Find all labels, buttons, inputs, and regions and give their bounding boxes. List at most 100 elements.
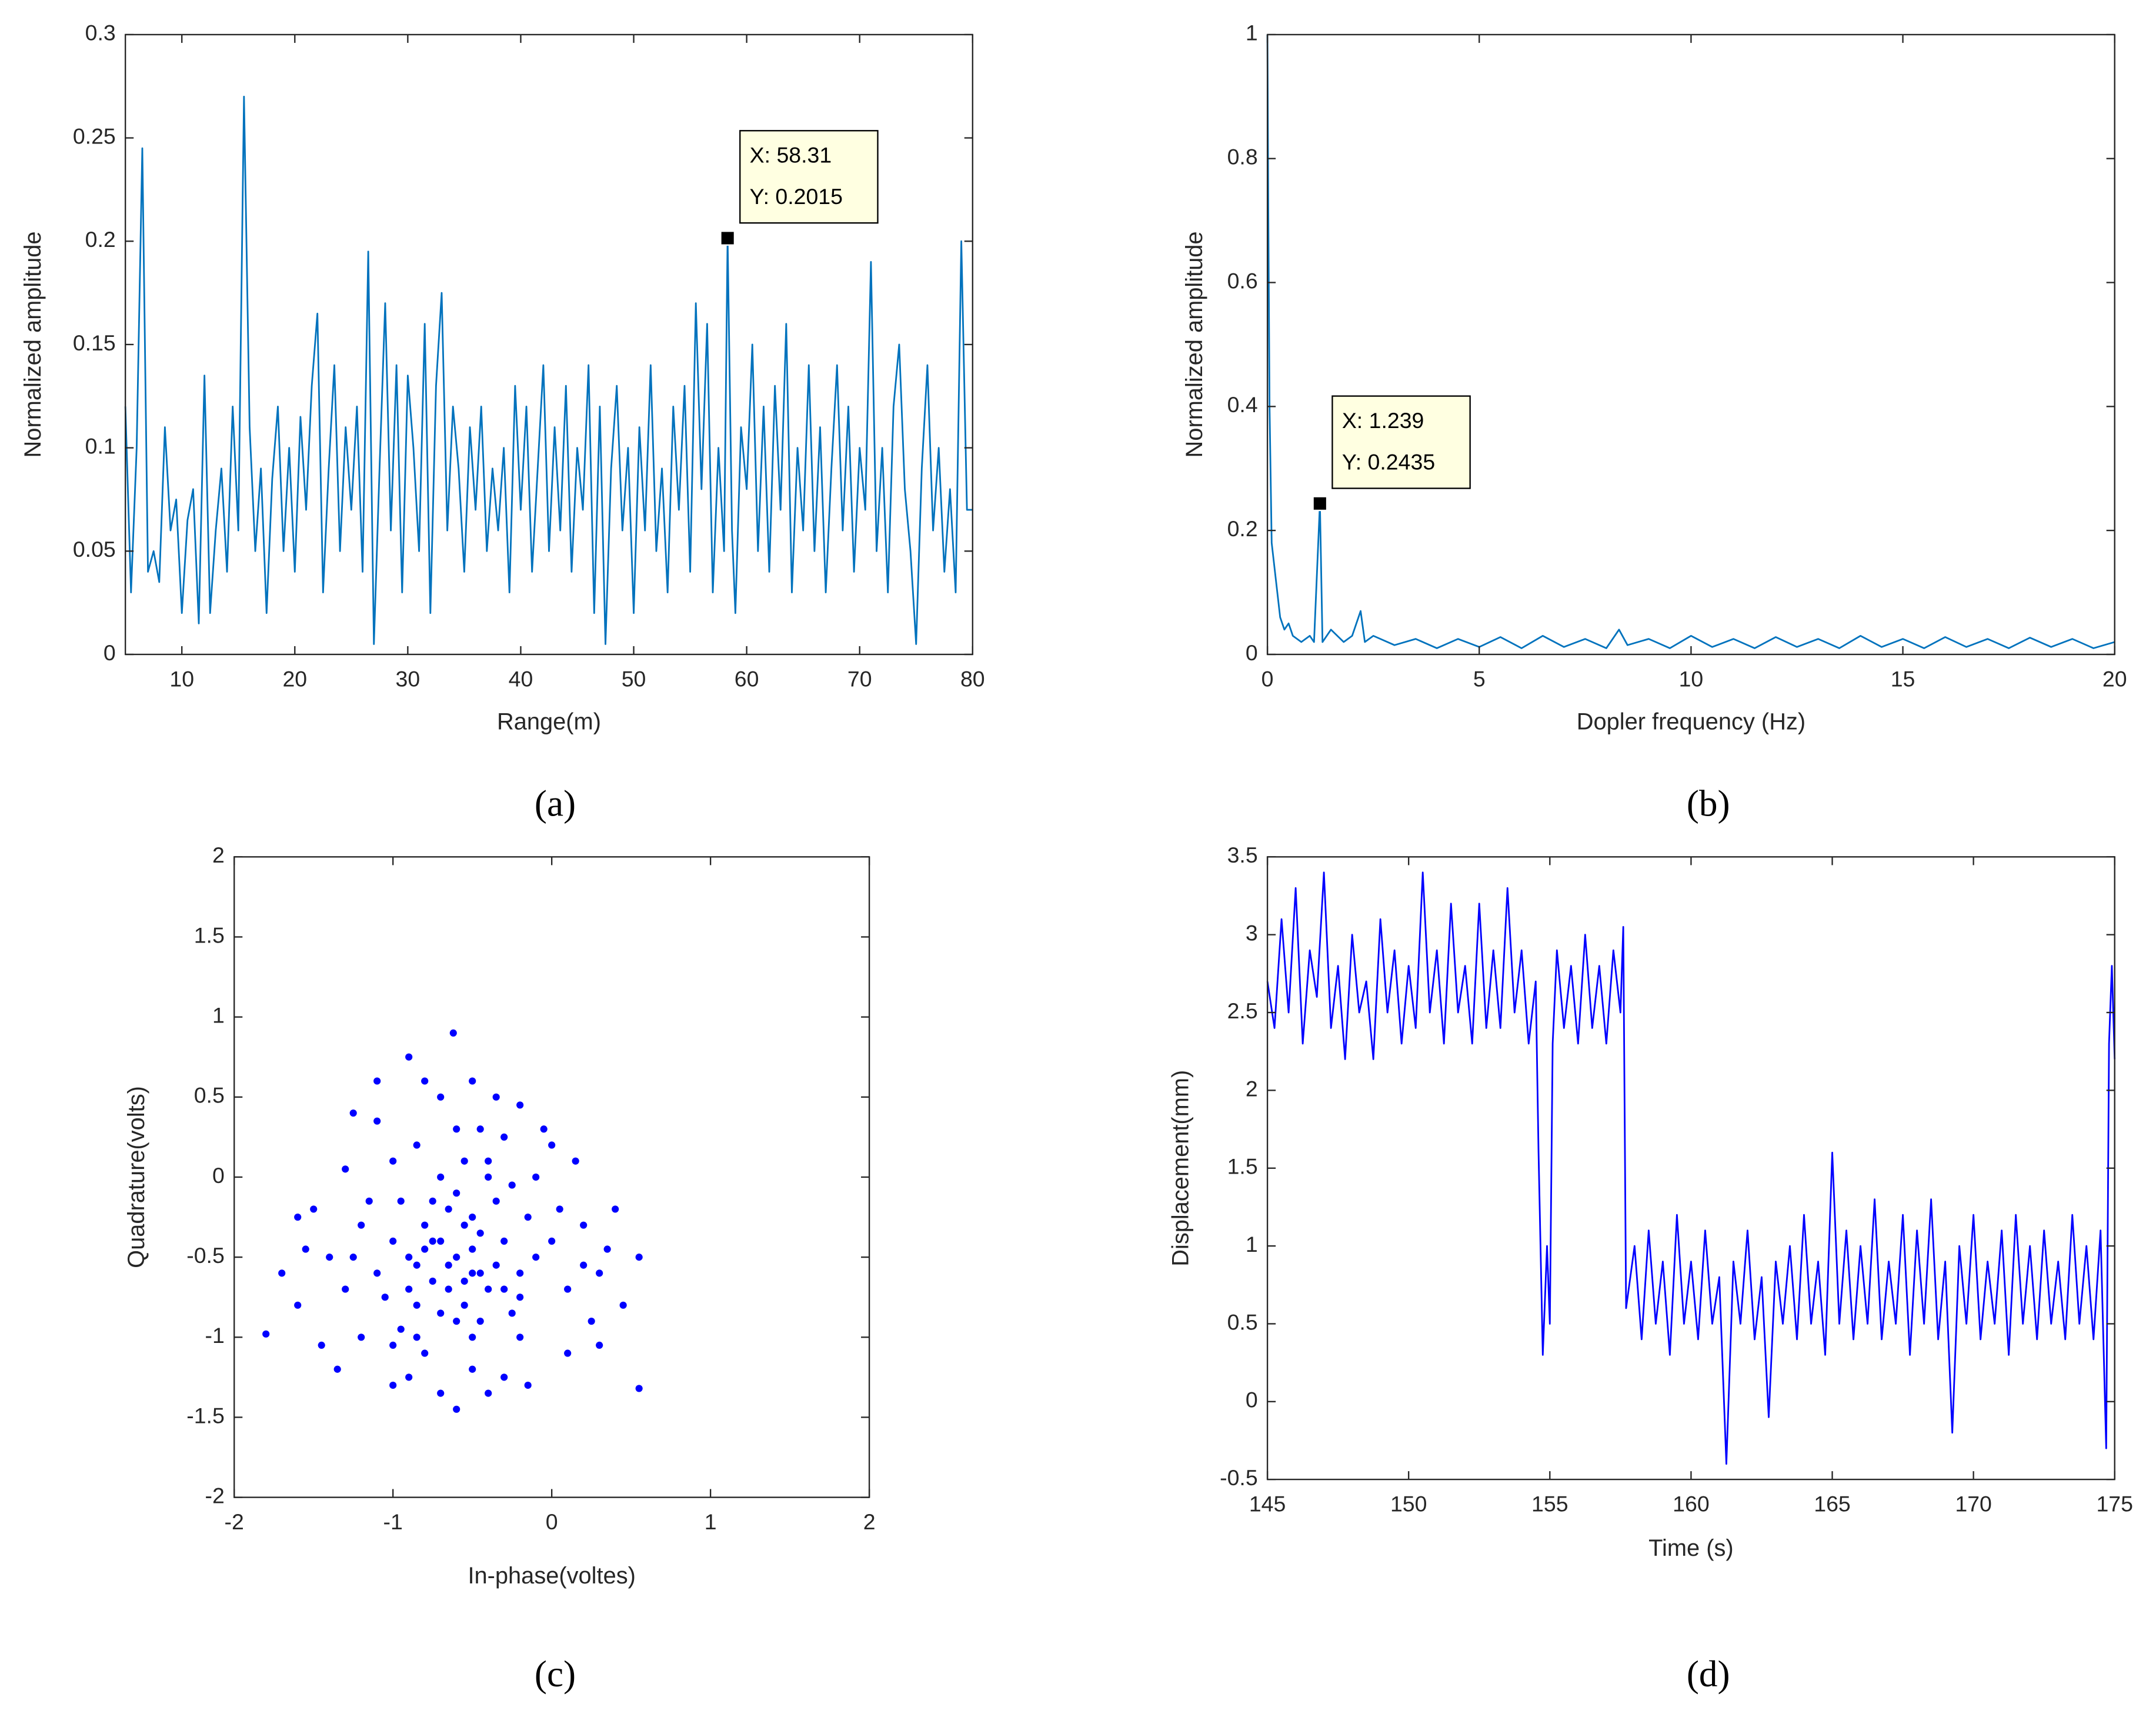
point	[326, 1254, 333, 1261]
point	[635, 1254, 643, 1261]
point	[342, 1165, 349, 1173]
point	[302, 1245, 309, 1253]
x-tick-label: 160	[1673, 1492, 1710, 1516]
point	[413, 1141, 420, 1149]
point	[508, 1181, 516, 1189]
point	[437, 1173, 445, 1181]
x-tick-label: 175	[2096, 1492, 2133, 1516]
point	[294, 1301, 302, 1309]
point	[413, 1301, 420, 1309]
point	[556, 1205, 563, 1213]
point	[453, 1317, 460, 1325]
point	[469, 1365, 476, 1373]
datatip-box	[1331, 395, 1471, 489]
point	[572, 1157, 579, 1165]
plot-area	[1267, 34, 2115, 654]
point	[492, 1093, 500, 1101]
point	[612, 1205, 619, 1213]
point	[516, 1101, 524, 1109]
point	[358, 1221, 365, 1229]
y-axis-label: Normalized amplitude	[20, 231, 46, 457]
point	[421, 1349, 429, 1357]
panel: -2 -1 0 1 2 -2 -1.5 -1 -0.5 0 0.5 1 1.5 2 In-phase(vol…	[124, 843, 876, 1695]
point	[596, 1341, 603, 1349]
point	[492, 1197, 500, 1205]
point	[469, 1077, 476, 1085]
x-tick-label: 155	[1531, 1492, 1568, 1516]
point	[532, 1254, 540, 1261]
point	[508, 1309, 516, 1317]
y-tick-label: 0.2	[85, 227, 116, 252]
y-tick-label: 0.6	[1227, 268, 1258, 293]
point	[460, 1301, 468, 1309]
x-tick-label: 70	[847, 666, 872, 691]
point	[635, 1385, 643, 1392]
point	[413, 1261, 420, 1269]
x-tick-label: 2	[863, 1509, 876, 1534]
point	[516, 1334, 524, 1341]
x-tick-label: 1	[705, 1509, 717, 1534]
point	[318, 1341, 325, 1349]
x-tick-label: 80	[960, 666, 985, 691]
y-tick-label: 1.5	[1227, 1154, 1258, 1179]
point	[389, 1237, 397, 1245]
point	[389, 1341, 397, 1349]
x-tick-label: 60	[735, 666, 759, 691]
caption: (c)	[535, 1653, 576, 1695]
point	[524, 1213, 532, 1221]
x-tick-label: 30	[396, 666, 420, 691]
point	[619, 1301, 627, 1309]
plot-area	[125, 34, 973, 654]
x-tick-label: 10	[169, 666, 194, 691]
y-tick-label: -1	[205, 1323, 224, 1348]
y-tick-label: 1	[1246, 21, 1258, 45]
datatip-text: Y: 0.2435	[1342, 449, 1435, 474]
x-tick-label: 50	[622, 666, 646, 691]
point	[469, 1334, 476, 1341]
y-tick-label: 0	[1246, 1388, 1258, 1412]
y-tick-label: 0	[104, 640, 116, 665]
y-tick-label: -1.5	[186, 1403, 225, 1428]
x-tick-label: 20	[282, 666, 307, 691]
point	[294, 1213, 302, 1221]
point	[548, 1237, 556, 1245]
point	[437, 1389, 445, 1397]
y-axis-label: Displacement(mm)	[1167, 1070, 1193, 1266]
point	[460, 1277, 468, 1285]
y-tick-label: 0.5	[1227, 1309, 1258, 1334]
y-tick-label: 3.5	[1227, 843, 1258, 867]
point	[429, 1277, 436, 1285]
x-tick-label: 170	[1955, 1492, 1992, 1516]
point	[449, 1029, 457, 1037]
point	[365, 1197, 373, 1205]
y-tick-label: -0.5	[186, 1243, 225, 1268]
point	[500, 1133, 508, 1141]
point	[413, 1334, 420, 1341]
point	[476, 1229, 484, 1237]
point	[476, 1125, 484, 1133]
point	[540, 1125, 548, 1133]
point	[460, 1157, 468, 1165]
point	[453, 1254, 460, 1261]
x-tick-label: 145	[1249, 1492, 1286, 1516]
point	[429, 1197, 436, 1205]
y-tick-label: 1.5	[194, 923, 225, 947]
point	[437, 1309, 445, 1317]
point	[485, 1389, 492, 1397]
y-tick-label: 0	[212, 1163, 225, 1188]
x-tick-label: 0	[546, 1509, 558, 1534]
x-axis-label: Range(m)	[497, 709, 601, 735]
caption: (d)	[1687, 1653, 1730, 1695]
point	[453, 1189, 460, 1197]
point	[437, 1093, 445, 1101]
point	[349, 1109, 357, 1117]
point	[342, 1285, 349, 1293]
point	[548, 1141, 556, 1149]
point	[437, 1237, 445, 1245]
datatip-text: X: 1.239	[1342, 408, 1424, 433]
point	[564, 1349, 572, 1357]
point	[405, 1374, 413, 1381]
point	[421, 1077, 429, 1085]
point	[397, 1197, 405, 1205]
